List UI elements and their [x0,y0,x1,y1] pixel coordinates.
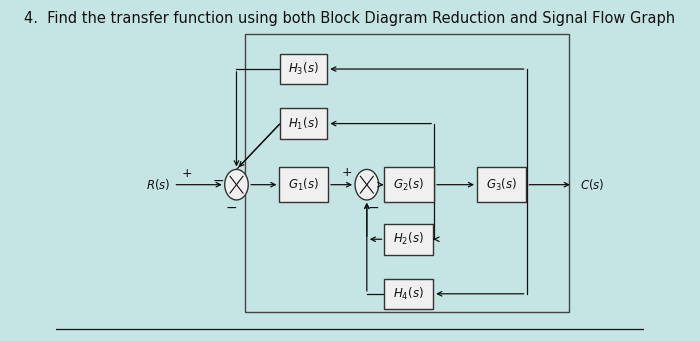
Bar [384,167,434,202]
Bar [245,34,568,312]
Text: $H_3(s)$: $H_3(s)$ [288,61,319,77]
Text: $H_4(s)$: $H_4(s)$ [393,286,424,302]
Text: $-$: $-$ [368,199,379,213]
Circle shape [355,169,379,200]
Text: $+$: $+$ [341,166,352,179]
Bar [384,224,433,254]
Bar [280,54,328,84]
Text: $+$: $+$ [181,167,193,180]
Text: $R(s)$: $R(s)$ [146,177,170,192]
Text: $H_2(s)$: $H_2(s)$ [393,231,424,247]
Text: 4.  Find the transfer function using both Block Diagram Reduction and Signal Flo: 4. Find the transfer function using both… [25,11,676,26]
Bar [477,167,526,202]
Bar [280,108,328,139]
Bar [384,279,433,309]
Text: $H_1(s)$: $H_1(s)$ [288,116,319,132]
Text: $-$: $-$ [212,173,224,187]
Circle shape [225,169,248,200]
Text: $G_1(s)$: $G_1(s)$ [288,177,319,193]
Text: $C(s)$: $C(s)$ [580,177,605,192]
Bar [279,167,328,202]
Text: $-$: $-$ [225,199,237,213]
Text: $G_2(s)$: $G_2(s)$ [393,177,424,193]
Text: $G_3(s)$: $G_3(s)$ [486,177,517,193]
